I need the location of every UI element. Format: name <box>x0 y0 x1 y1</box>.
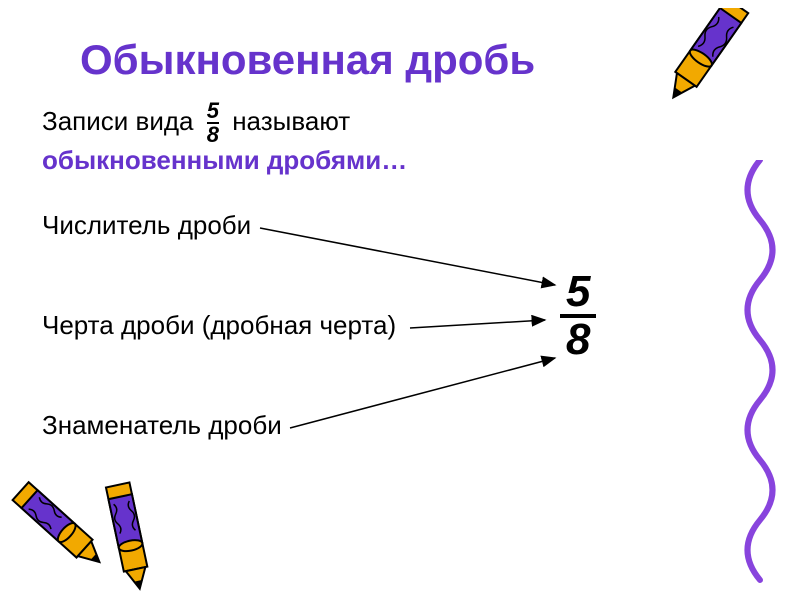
wave-decoration-icon <box>730 160 790 590</box>
page-title: Обыкновенная дробь <box>80 36 535 84</box>
small-fraction: 5 8 <box>207 100 219 146</box>
text-part-b: называют <box>232 106 350 136</box>
text-part-a: Записи вида <box>42 106 193 136</box>
large-fraction: 5 8 <box>560 270 596 362</box>
crayon-topright-icon <box>652 8 792 138</box>
numerator-label: Числитель дроби <box>42 210 251 241</box>
large-fraction-denominator: 8 <box>560 314 596 362</box>
large-fraction-numerator: 5 <box>560 270 596 314</box>
arrow-numerator <box>260 228 555 285</box>
definition-line-1: Записи вида 5 8 называют <box>42 100 350 146</box>
fraction-bar-label: Черта дроби (дробная черта) <box>42 310 396 341</box>
small-fraction-numerator: 5 <box>207 100 219 122</box>
small-fraction-denominator: 8 <box>207 122 219 146</box>
arrow-bar <box>410 320 545 328</box>
denominator-label: Знаменатель дроби <box>42 410 282 441</box>
crayons-bottomleft-icon <box>8 452 208 592</box>
arrow-denominator <box>290 358 555 428</box>
definition-line-2: обыкновенными дробями… <box>42 145 407 176</box>
